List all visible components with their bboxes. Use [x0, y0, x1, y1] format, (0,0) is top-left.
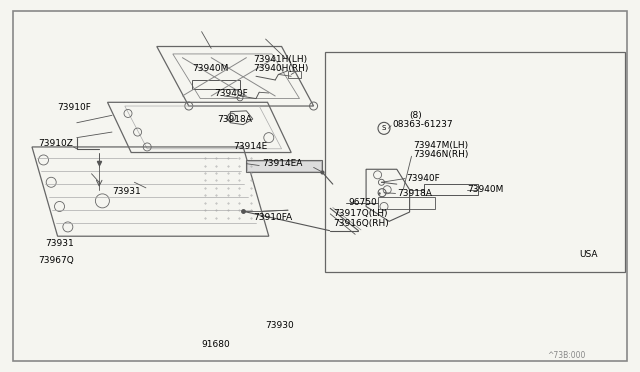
Text: (8): (8): [410, 111, 422, 120]
Text: 73940H(RH): 73940H(RH): [253, 64, 308, 73]
Text: 73947M(LH): 73947M(LH): [413, 141, 468, 150]
Text: 08363-61237: 08363-61237: [392, 120, 453, 129]
Text: 73940F: 73940F: [406, 174, 440, 183]
Text: 73914E: 73914E: [234, 142, 268, 151]
Text: 73940M: 73940M: [467, 185, 504, 194]
Text: 73918A: 73918A: [218, 115, 252, 124]
Text: USA: USA: [580, 250, 598, 259]
Text: 73930: 73930: [266, 321, 294, 330]
Text: 73941H(LH): 73941H(LH): [253, 55, 307, 64]
Bar: [246, 160, 322, 172]
Bar: [325, 52, 625, 272]
Text: 73918A: 73918A: [397, 189, 431, 198]
Text: 73967Q: 73967Q: [38, 256, 74, 265]
Text: S: S: [382, 125, 386, 131]
Text: 73917Q(LH): 73917Q(LH): [333, 209, 387, 218]
Text: 73916Q(RH): 73916Q(RH): [333, 219, 388, 228]
Bar: [378, 197, 435, 209]
Text: 73940M: 73940M: [192, 64, 228, 73]
Text: 73910F: 73910F: [58, 103, 92, 112]
Text: 73931: 73931: [45, 239, 74, 248]
Bar: [288, 71, 301, 78]
Text: 73931: 73931: [112, 187, 141, 196]
Text: 73910FA: 73910FA: [253, 213, 292, 222]
Text: 96750: 96750: [349, 198, 378, 207]
Bar: [247, 161, 321, 171]
Text: 73940F: 73940F: [214, 89, 248, 97]
Text: 73946N(RH): 73946N(RH): [413, 150, 468, 159]
Text: 73914EA: 73914EA: [262, 159, 303, 168]
Text: 91680: 91680: [202, 340, 230, 349]
Text: 73910Z: 73910Z: [38, 139, 73, 148]
Bar: [424, 184, 478, 195]
Text: ^73B:000: ^73B:000: [547, 351, 586, 360]
Bar: [192, 80, 240, 89]
